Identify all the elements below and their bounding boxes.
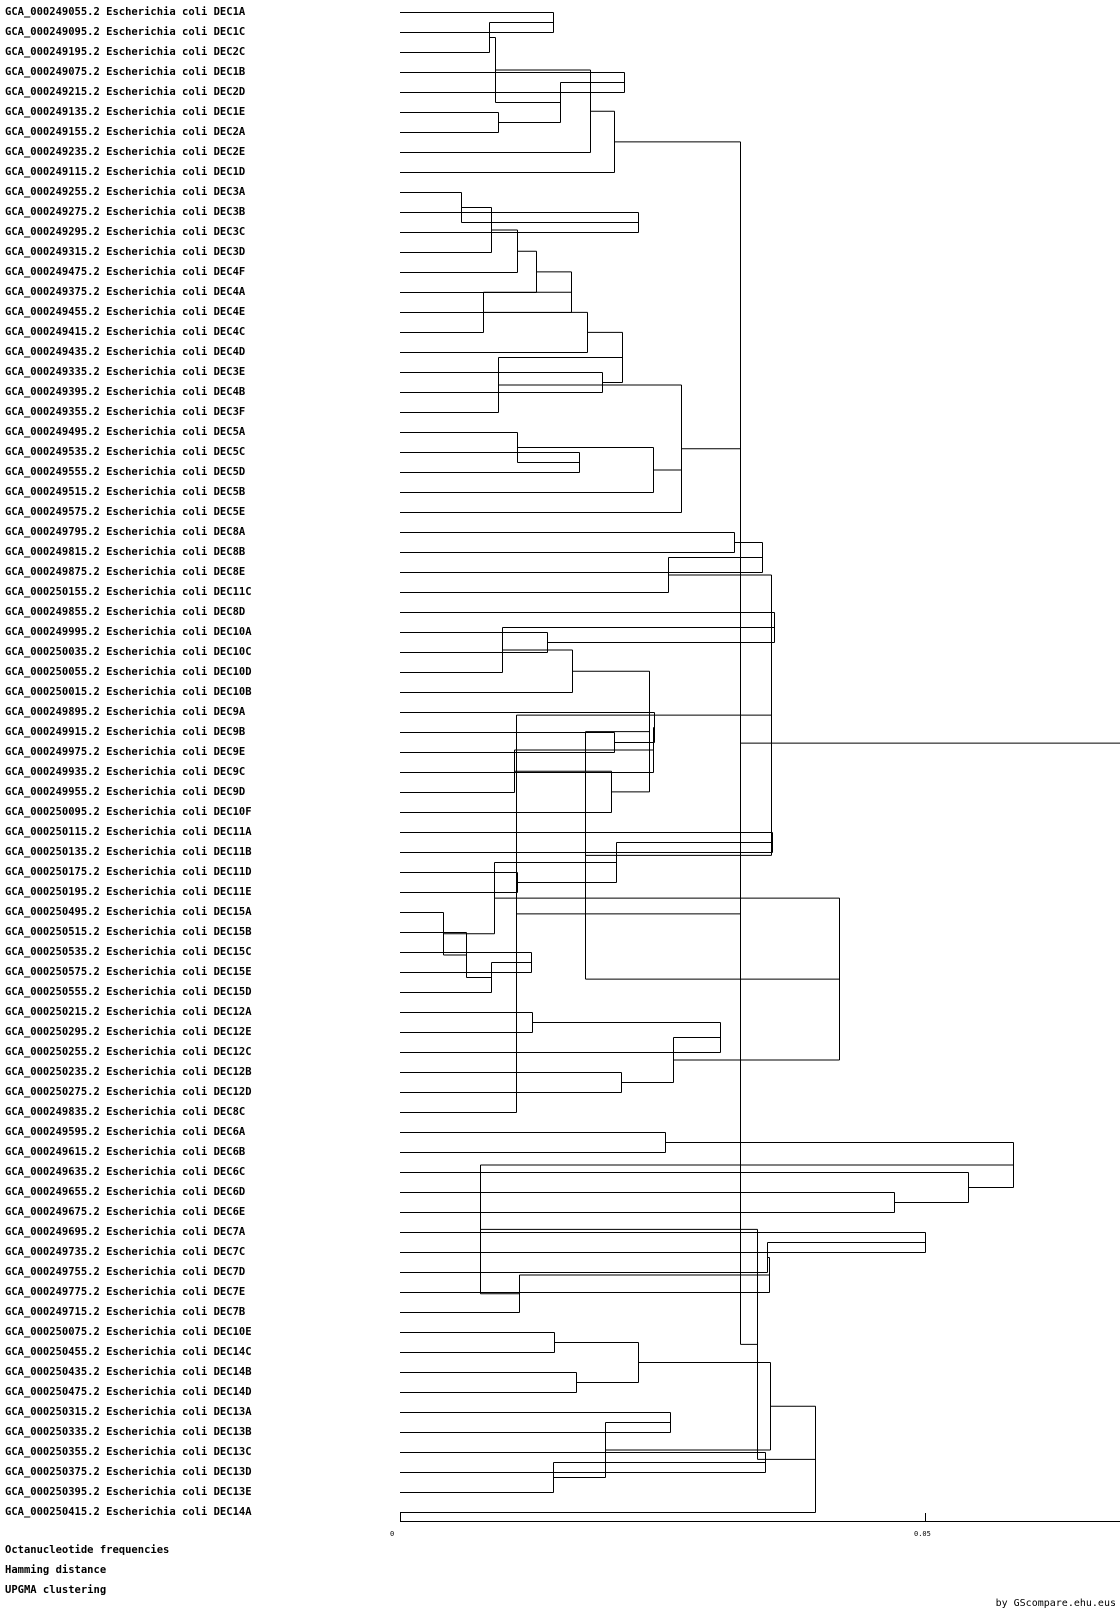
leaf-label: GCA_000249995.2 Escherichia coli DEC10A (5, 626, 252, 638)
leaf-label: GCA_000250355.2 Escherichia coli DEC13C (5, 1446, 252, 1458)
leaf-label: GCA_000250015.2 Escherichia coli DEC10B (5, 686, 252, 698)
leaf-label: GCA_000249195.2 Escherichia coli DEC2C (5, 46, 246, 58)
leaf-label: GCA_000250055.2 Escherichia coli DEC10D (5, 666, 252, 678)
leaf-label: GCA_000249495.2 Escherichia coli DEC5A (5, 426, 246, 438)
leaf-label: GCA_000249315.2 Escherichia coli DEC3D (5, 246, 246, 258)
leaf-label: GCA_000249115.2 Escherichia coli DEC1D (5, 166, 246, 178)
leaf-label: GCA_000249775.2 Escherichia coli DEC7E (5, 1286, 246, 1298)
leaf-label: GCA_000250135.2 Escherichia coli DEC11B (5, 846, 252, 858)
leaf-label: GCA_000250255.2 Escherichia coli DEC12C (5, 1046, 252, 1058)
leaf-label: GCA_000249255.2 Escherichia coli DEC3A (5, 186, 246, 198)
leaf-label: GCA_000250415.2 Escherichia coli DEC14A (5, 1506, 252, 1518)
leaf-label: GCA_000249055.2 Escherichia coli DEC1A (5, 6, 246, 18)
leaf-label: GCA_000249795.2 Escherichia coli DEC8A (5, 526, 246, 538)
method-feature-text: Octanucleotide frequencies (5, 1544, 170, 1556)
leaf-label: GCA_000250475.2 Escherichia coli DEC14D (5, 1386, 252, 1398)
leaf-label: GCA_000250395.2 Escherichia coli DEC13E (5, 1486, 252, 1498)
dendrogram-branches (400, 12, 1120, 1513)
leaf-label: GCA_000250115.2 Escherichia coli DEC11A (5, 826, 252, 838)
leaf-label: GCA_000250095.2 Escherichia coli DEC10F (5, 806, 252, 818)
leaf-label: GCA_000249895.2 Escherichia coli DEC9A (5, 706, 246, 718)
leaf-label: GCA_000249855.2 Escherichia coli DEC8D (5, 606, 246, 618)
leaf-label: GCA_000249575.2 Escherichia coli DEC5E (5, 506, 246, 518)
leaf-label: GCA_000249355.2 Escherichia coli DEC3F (5, 406, 246, 418)
scale-tick-label-0: 0 (390, 1530, 394, 1538)
leaf-label: GCA_000249295.2 Escherichia coli DEC3C (5, 226, 246, 238)
leaf-label: GCA_000249955.2 Escherichia coli DEC9D (5, 786, 246, 798)
leaf-label: GCA_000249075.2 Escherichia coli DEC1B (5, 66, 246, 78)
leaf-label: GCA_000250495.2 Escherichia coli DEC15A (5, 906, 252, 918)
leaf-label: GCA_000249095.2 Escherichia coli DEC1C (5, 26, 246, 38)
leaf-label: GCA_000249375.2 Escherichia coli DEC4A (5, 286, 246, 298)
leaf-label: GCA_000250535.2 Escherichia coli DEC15C (5, 946, 252, 958)
leaf-label: GCA_000250555.2 Escherichia coli DEC15D (5, 986, 252, 998)
leaf-label: GCA_000250175.2 Escherichia coli DEC11D (5, 866, 252, 878)
leaf-label: GCA_000249435.2 Escherichia coli DEC4D (5, 346, 246, 358)
leaf-label: GCA_000249335.2 Escherichia coli DEC3E (5, 366, 246, 378)
leaf-label: GCA_000249935.2 Escherichia coli DEC9C (5, 766, 246, 778)
scale-bar: 0 0.05 (390, 1513, 1120, 1538)
leaf-label: GCA_000250275.2 Escherichia coli DEC12D (5, 1086, 252, 1098)
leaf-label: GCA_000249835.2 Escherichia coli DEC8C (5, 1106, 246, 1118)
leaf-label: GCA_000249815.2 Escherichia coli DEC8B (5, 546, 246, 558)
leaf-label: GCA_000249515.2 Escherichia coli DEC5B (5, 486, 246, 498)
leaf-label: GCA_000249695.2 Escherichia coli DEC7A (5, 1226, 246, 1238)
leaf-label: GCA_000250455.2 Escherichia coli DEC14C (5, 1346, 252, 1358)
leaf-label: GCA_000250295.2 Escherichia coli DEC12E (5, 1026, 252, 1038)
leaf-label: GCA_000249275.2 Escherichia coli DEC3B (5, 206, 246, 218)
leaf-label: GCA_000249875.2 Escherichia coli DEC8E (5, 566, 246, 578)
leaf-label: GCA_000250035.2 Escherichia coli DEC10C (5, 646, 252, 658)
leaf-label: GCA_000249535.2 Escherichia coli DEC5C (5, 446, 246, 458)
leaf-label: GCA_000249755.2 Escherichia coli DEC7D (5, 1266, 246, 1278)
leaf-label: GCA_000250575.2 Escherichia coli DEC15E (5, 966, 252, 978)
method-clustering-text: UPGMA clustering (5, 1584, 107, 1596)
leaf-label: GCA_000249135.2 Escherichia coli DEC1E (5, 106, 246, 118)
leaf-label: GCA_000249555.2 Escherichia coli DEC5D (5, 466, 246, 478)
leaf-label: GCA_000250515.2 Escherichia coli DEC15B (5, 926, 252, 938)
leaf-label: GCA_000249235.2 Escherichia coli DEC2E (5, 146, 246, 158)
leaf-label: GCA_000249635.2 Escherichia coli DEC6C (5, 1166, 246, 1178)
method-distance-text: Hamming distance (5, 1564, 107, 1576)
leaf-label: GCA_000250235.2 Escherichia coli DEC12B (5, 1066, 252, 1078)
leaf-label: GCA_000249655.2 Escherichia coli DEC6D (5, 1186, 246, 1198)
leaf-label: GCA_000249415.2 Escherichia coli DEC4C (5, 326, 246, 338)
leaf-label: GCA_000249915.2 Escherichia coli DEC9B (5, 726, 246, 738)
leaf-label: GCA_000250335.2 Escherichia coli DEC13B (5, 1426, 252, 1438)
leaf-label: GCA_000249615.2 Escherichia coli DEC6B (5, 1146, 246, 1158)
leaf-label: GCA_000249975.2 Escherichia coli DEC9E (5, 746, 246, 758)
leaf-label: GCA_000249155.2 Escherichia coli DEC2A (5, 126, 246, 138)
leaf-label: GCA_000250075.2 Escherichia coli DEC10E (5, 1326, 252, 1338)
leaf-label: GCA_000250215.2 Escherichia coli DEC12A (5, 1006, 252, 1018)
leaf-label: GCA_000249595.2 Escherichia coli DEC6A (5, 1126, 246, 1138)
leaf-label: GCA_000249715.2 Escherichia coli DEC7B (5, 1306, 246, 1318)
leaf-label: GCA_000249475.2 Escherichia coli DEC4F (5, 266, 246, 278)
credit-text: by GScompare.ehu.eus (995, 1598, 1116, 1609)
leaf-label: GCA_000249675.2 Escherichia coli DEC6E (5, 1206, 246, 1218)
leaf-label: GCA_000250195.2 Escherichia coli DEC11E (5, 886, 252, 898)
leaf-label: GCA_000250375.2 Escherichia coli DEC13D (5, 1466, 252, 1478)
leaf-label: GCA_000249455.2 Escherichia coli DEC4E (5, 306, 246, 318)
leaf-label: GCA_000250315.2 Escherichia coli DEC13A (5, 1406, 252, 1418)
scale-tick-label-005: 0.05 (914, 1530, 931, 1538)
leaf-label: GCA_000249215.2 Escherichia coli DEC2D (5, 86, 246, 98)
leaf-label: GCA_000250155.2 Escherichia coli DEC11C (5, 586, 252, 598)
leaf-label: GCA_000250435.2 Escherichia coli DEC14B (5, 1366, 252, 1378)
leaf-label: GCA_000249735.2 Escherichia coli DEC7C (5, 1246, 246, 1258)
leaf-label: GCA_000249395.2 Escherichia coli DEC4B (5, 386, 246, 398)
